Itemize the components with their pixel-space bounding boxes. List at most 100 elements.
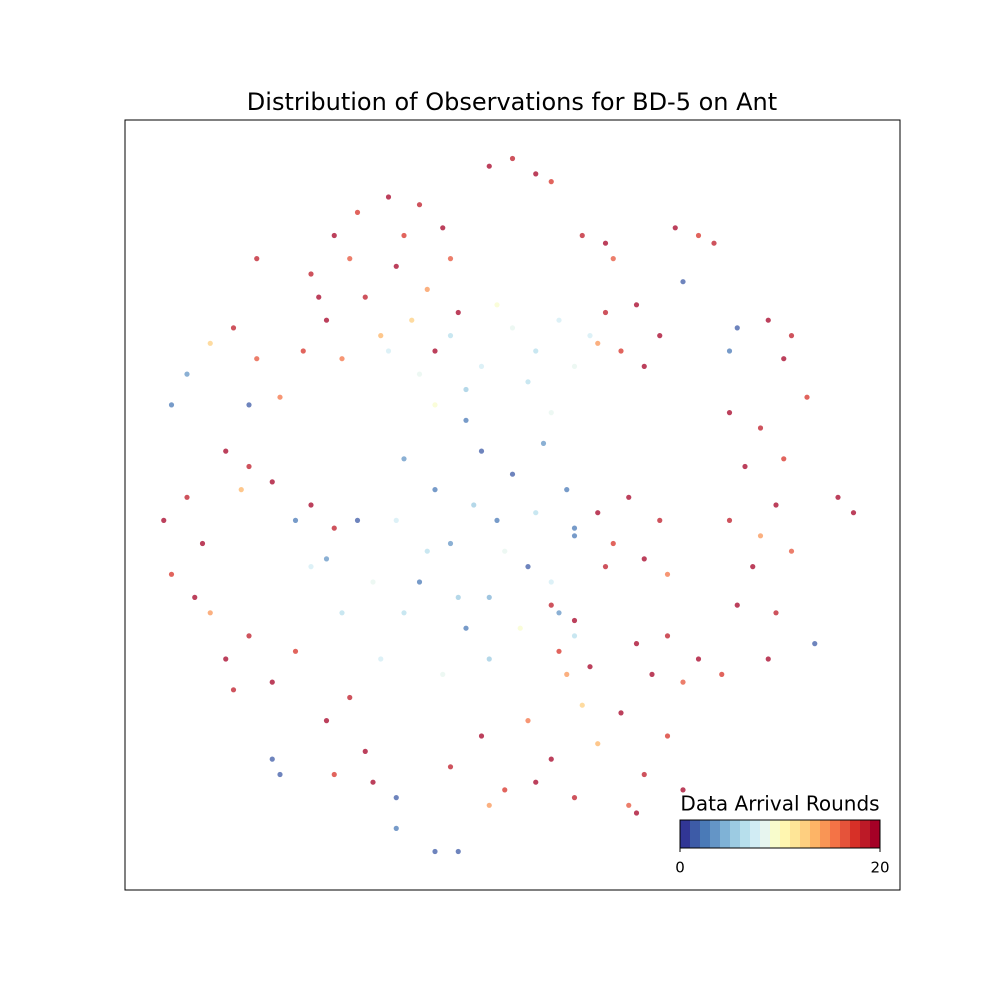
point	[455, 309, 461, 316]
point	[618, 710, 624, 716]
colorbar-tick-label: 20	[870, 859, 889, 877]
point	[416, 579, 423, 585]
point	[533, 171, 539, 177]
point	[742, 463, 748, 470]
point	[548, 602, 554, 608]
point	[223, 656, 229, 662]
point	[308, 502, 314, 508]
colorbar-segment	[760, 820, 771, 848]
point	[525, 379, 531, 385]
colorbar-segment	[690, 820, 701, 848]
point	[525, 718, 531, 724]
point	[277, 394, 283, 400]
point	[726, 410, 733, 416]
point	[246, 402, 252, 408]
point	[432, 848, 438, 855]
point	[463, 417, 469, 423]
point	[556, 317, 562, 323]
point	[238, 487, 244, 493]
point	[602, 564, 609, 570]
point	[579, 232, 585, 239]
point	[424, 286, 430, 292]
colorbar-segment	[870, 820, 881, 848]
colorbar-segment	[860, 820, 871, 848]
point	[401, 610, 407, 616]
point	[347, 256, 353, 262]
point	[486, 802, 492, 808]
point	[230, 325, 237, 331]
point	[323, 317, 330, 323]
point	[362, 294, 368, 300]
point	[556, 648, 562, 654]
point	[695, 232, 702, 239]
point	[719, 671, 725, 678]
point	[556, 610, 562, 616]
colorbar-segment	[810, 820, 821, 848]
point	[409, 317, 415, 323]
point	[246, 633, 252, 639]
point	[571, 633, 578, 639]
point	[223, 448, 229, 454]
point	[750, 564, 756, 570]
point	[757, 425, 764, 431]
point	[835, 494, 841, 500]
point	[610, 256, 616, 262]
point	[184, 371, 190, 377]
point	[680, 679, 686, 685]
point	[788, 548, 795, 554]
point	[478, 733, 485, 739]
point	[207, 340, 213, 346]
point	[548, 579, 554, 585]
colorbar-segment	[740, 820, 751, 848]
point	[269, 756, 275, 762]
point	[416, 202, 423, 208]
point	[455, 594, 461, 601]
point	[664, 733, 671, 739]
point	[595, 741, 601, 747]
point	[571, 525, 578, 531]
point	[432, 402, 438, 408]
point	[633, 302, 640, 308]
chart-title: Distribution of Observations for BD-5 on…	[247, 88, 777, 116]
point	[331, 232, 337, 239]
point	[486, 594, 492, 601]
point	[432, 348, 438, 354]
point	[525, 564, 531, 570]
point	[564, 487, 570, 493]
point	[354, 209, 361, 215]
point	[571, 617, 578, 624]
colorbar-segment	[750, 820, 761, 848]
point	[595, 510, 601, 516]
point	[463, 625, 469, 631]
point	[354, 517, 361, 524]
point	[385, 194, 392, 200]
point	[781, 456, 787, 462]
point	[161, 517, 167, 524]
point	[509, 155, 516, 162]
point	[199, 540, 206, 547]
point	[478, 363, 485, 369]
point	[672, 225, 678, 231]
point	[486, 656, 492, 662]
point	[440, 225, 446, 231]
point	[401, 456, 407, 462]
point	[447, 540, 454, 547]
point	[595, 340, 601, 346]
point	[548, 756, 554, 762]
point	[726, 517, 733, 524]
point	[308, 271, 314, 277]
point	[533, 510, 539, 516]
point	[378, 656, 384, 662]
point	[277, 771, 283, 778]
point	[246, 463, 252, 470]
point	[331, 525, 337, 531]
colorbar-segment	[850, 820, 861, 848]
point	[633, 641, 640, 647]
point	[618, 348, 624, 354]
point	[362, 748, 368, 755]
point	[540, 440, 547, 446]
point	[695, 656, 702, 662]
point	[641, 556, 647, 562]
point	[323, 556, 330, 562]
